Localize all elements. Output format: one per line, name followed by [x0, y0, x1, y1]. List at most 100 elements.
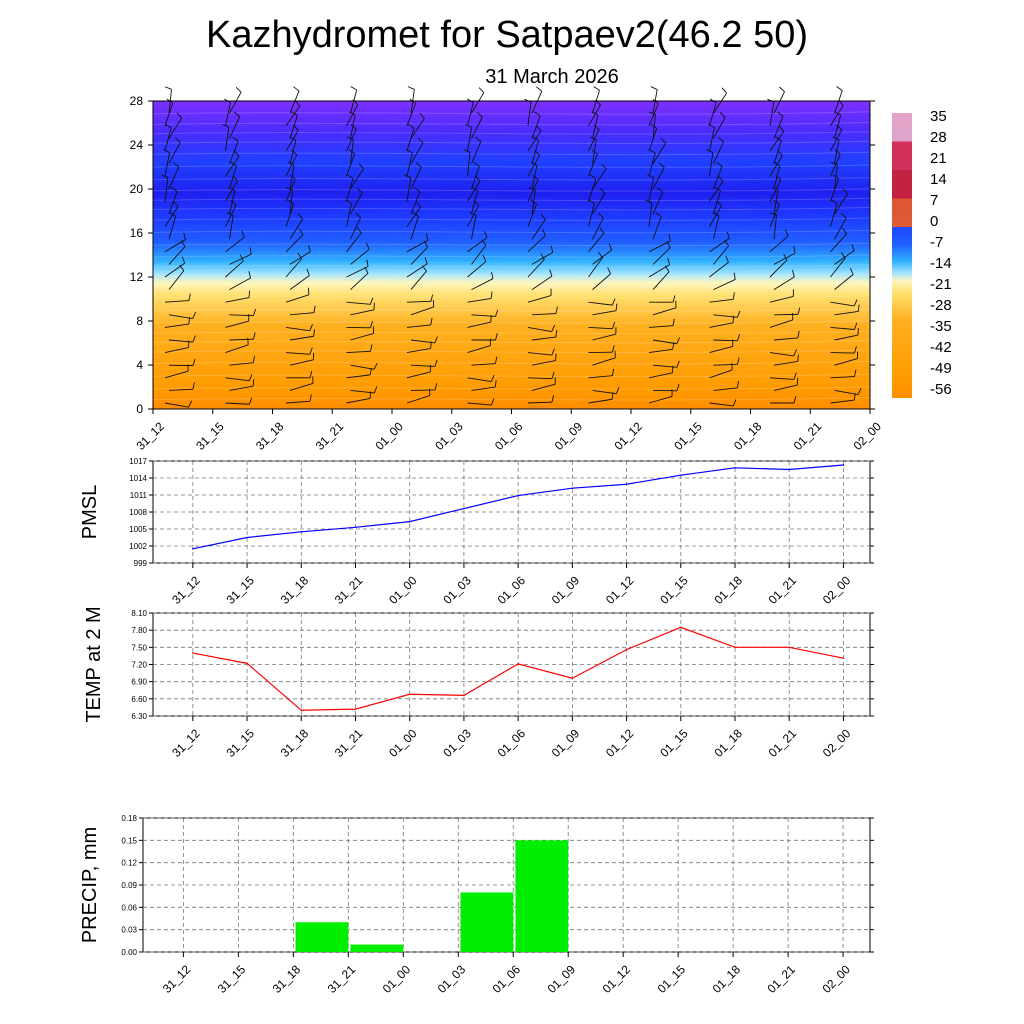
colorbar-label: 14 [930, 171, 947, 188]
wind-barb [834, 311, 859, 316]
wind-barb [346, 128, 357, 152]
wind-barb [713, 387, 738, 391]
wind-barb-flag [484, 230, 488, 238]
wind-barb [531, 383, 556, 391]
y-tick-label: 1011 [130, 491, 148, 500]
y-tick-label: 20 [130, 182, 144, 196]
wind-barb [769, 352, 794, 357]
wind-barb-flag [842, 227, 847, 235]
wind-barb [709, 261, 729, 278]
y-tick-label: 8 [136, 314, 143, 328]
wind-barb [709, 322, 734, 328]
wind-barb [350, 139, 354, 164]
wind-barb-flag [645, 199, 653, 204]
wind-barb-flag [373, 386, 378, 394]
wind-barb-flag [672, 295, 676, 303]
data-point [246, 536, 248, 539]
wind-barb-flag [369, 297, 374, 305]
data-point [300, 709, 303, 712]
wind-barb [592, 139, 597, 164]
wind-barb [467, 402, 492, 406]
y-axis-label: PMSL [79, 485, 101, 539]
wind-barb [467, 237, 488, 253]
wind-barb [285, 234, 304, 253]
wind-barb-flag [832, 136, 840, 141]
colorbar-label: 0 [930, 213, 938, 230]
wind-barb [834, 217, 847, 240]
wind-barb [285, 105, 301, 127]
wind-barb [471, 215, 477, 240]
wind-barb-flag [475, 175, 481, 182]
wind-barb [164, 347, 189, 354]
wind-barb-flag [475, 136, 482, 142]
wind-barb [527, 295, 552, 303]
wind-barb [168, 117, 183, 139]
colorbar-segment [892, 113, 912, 142]
wind-barb [713, 314, 738, 318]
wind-barb [406, 263, 428, 278]
wind-barb-flag [607, 267, 612, 275]
wind-barb [588, 178, 597, 202]
wind-barb-flag [297, 213, 304, 220]
contour-line [152, 339, 871, 344]
wind-barb [769, 295, 794, 303]
wind-barb-flag [655, 212, 662, 218]
wind-barb [406, 371, 431, 379]
wind-barb [471, 116, 483, 139]
x-tick-label: 01_15 [655, 962, 689, 996]
wind-barb-flag [417, 137, 424, 144]
wind-barb-flag [161, 174, 169, 178]
wind-barb [769, 102, 775, 126]
y-tick-label: 1008 [129, 508, 147, 517]
wind-barb-flag [793, 349, 797, 357]
wind-barb-flag [171, 187, 178, 192]
wind-barb [592, 217, 604, 240]
x-tick-label: 01_18 [711, 573, 745, 607]
colorbar-label: -56 [930, 381, 952, 398]
x-tick-label: 01_15 [657, 573, 691, 607]
wind-barb [648, 264, 670, 278]
wind-barb-flag [719, 112, 726, 118]
contour-line [152, 349, 871, 353]
y-tick-label: 0 [136, 402, 143, 416]
wind-barb [346, 350, 371, 354]
wind-barb [467, 298, 492, 303]
wind-barb [588, 375, 613, 379]
wind-barb [588, 233, 605, 253]
wind-barb [834, 193, 848, 215]
wind-barb [834, 115, 842, 139]
colorbar-label: -7 [930, 234, 943, 251]
wind-barb [467, 102, 474, 126]
wind-barb-flag [348, 111, 356, 116]
wind-barb-flag [350, 86, 357, 91]
wind-barb [467, 180, 481, 202]
wind-barb [652, 307, 677, 316]
wind-barb [773, 276, 795, 290]
colorbar-label: -49 [930, 360, 952, 377]
wind-barb [350, 389, 375, 394]
x-tick-label: 01_03 [432, 419, 466, 453]
wind-barb-flag [188, 400, 193, 408]
wind-barb-flag [495, 309, 499, 317]
x-tick-label: 31_12 [133, 419, 167, 453]
wind-barb-flag [775, 174, 782, 181]
y-tick-label: 6.30 [131, 712, 147, 721]
wind-barb [588, 301, 613, 306]
wind-barb [289, 115, 298, 139]
wind-barb-flag [657, 187, 664, 193]
precip-bar [350, 944, 404, 952]
wind-barb-flag [706, 149, 714, 153]
x-tick-label: 01_00 [372, 419, 406, 453]
wind-barb [289, 140, 297, 164]
wind-barb [471, 165, 480, 189]
precip-bar [295, 922, 349, 952]
wind-barb [346, 301, 371, 305]
x-tick-label: 01_00 [386, 726, 420, 760]
wind-barb [168, 246, 186, 265]
x-tick-label: 01_15 [657, 726, 691, 760]
data-point [463, 507, 465, 510]
wind-barb [769, 377, 794, 380]
x-tick-label: 01_12 [603, 726, 637, 760]
wind-barb [467, 152, 471, 177]
wind-barb [592, 333, 616, 341]
